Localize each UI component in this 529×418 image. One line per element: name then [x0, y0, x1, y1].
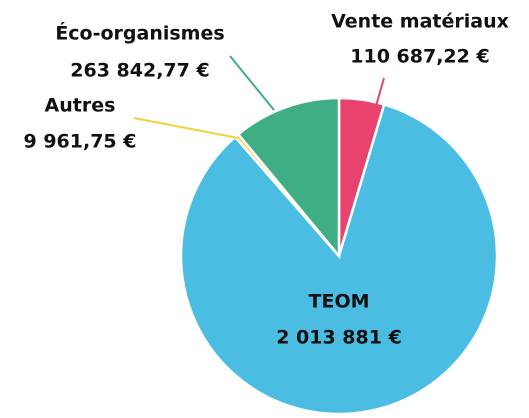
slice-label: Autres [45, 95, 116, 117]
leader-line [133, 117, 239, 139]
leader-line [371, 77, 385, 121]
slice-value-label: 110 687,22 € [350, 46, 489, 68]
pie-slice [179, 103, 499, 416]
slice-label: Éco-organismes [55, 22, 224, 45]
slice-value-label: 2 013 881 € [276, 327, 402, 349]
slice-value-label: 9 961,75 € [24, 131, 137, 153]
slice-label: Vente matériaux [331, 11, 509, 33]
slice-value-label: 263 842,77 € [70, 60, 209, 82]
pie-slice [236, 96, 341, 260]
leader-line [229, 55, 275, 111]
slice-label: TEOM [309, 291, 370, 313]
